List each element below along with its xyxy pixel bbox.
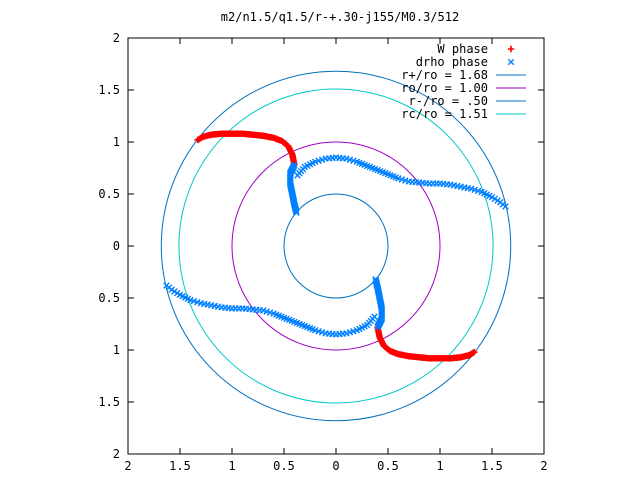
drho-phase-point — [372, 275, 379, 283]
legend-key-cross — [507, 58, 515, 66]
x-tick-label: 2 — [540, 459, 547, 473]
y-tick-label: 0.5 — [98, 291, 120, 305]
chart-title: m2/n1.5/q1.5/r-+.30-j155/M0.3/512 — [221, 10, 459, 24]
circle-r-ro — [283, 193, 389, 299]
x-tick-label: 0.5 — [273, 459, 295, 473]
x-tick-label: 0.5 — [377, 459, 399, 473]
circle-rc-ro — [178, 88, 494, 404]
y-tick-label: 1 — [113, 343, 120, 357]
y-tick-label: 0 — [113, 239, 120, 253]
x-tick-label: 0 — [332, 459, 339, 473]
circle-ro-ro — [231, 141, 441, 351]
legend-label: drho phase — [416, 55, 488, 69]
legend-label: W phase — [437, 42, 488, 56]
radius-circles — [160, 70, 512, 422]
y-tick-label: 2 — [113, 31, 120, 45]
drho-phase-point — [502, 203, 509, 210]
legend-label: r+/ro = 1.68 — [401, 68, 488, 82]
legend-label: ro/ro = 1.00 — [401, 81, 488, 95]
legend-label: rc/ro = 1.51 — [401, 107, 488, 121]
y-tick-label: 0.5 — [98, 187, 120, 201]
drho-phase-series — [163, 154, 509, 338]
legend-label: r-/ro = .50 — [409, 94, 488, 108]
w-phase-series — [194, 130, 478, 362]
y-tick-label: 1.5 — [98, 395, 120, 409]
legend-key-plus — [507, 45, 515, 53]
x-tick-label: 1.5 — [481, 459, 503, 473]
y-tick-label: 1.5 — [98, 83, 120, 97]
phase-series — [163, 130, 509, 362]
x-tick-label: 1 — [228, 459, 235, 473]
x-tick-label: 2 — [124, 459, 131, 473]
drho-phase-point — [293, 209, 300, 217]
drho-phase-point — [163, 282, 170, 289]
axis-ticks: 2 1.5 1 0.5 0 0.5 1 1.5 221.510.500.511.52 — [98, 31, 547, 473]
x-tick-label: 1.5 — [169, 459, 191, 473]
x-tick-label: 1 — [436, 459, 443, 473]
y-tick-label: 1 — [113, 135, 120, 149]
y-tick-label: 2 — [113, 447, 120, 461]
circle-r-ro — [160, 70, 512, 422]
